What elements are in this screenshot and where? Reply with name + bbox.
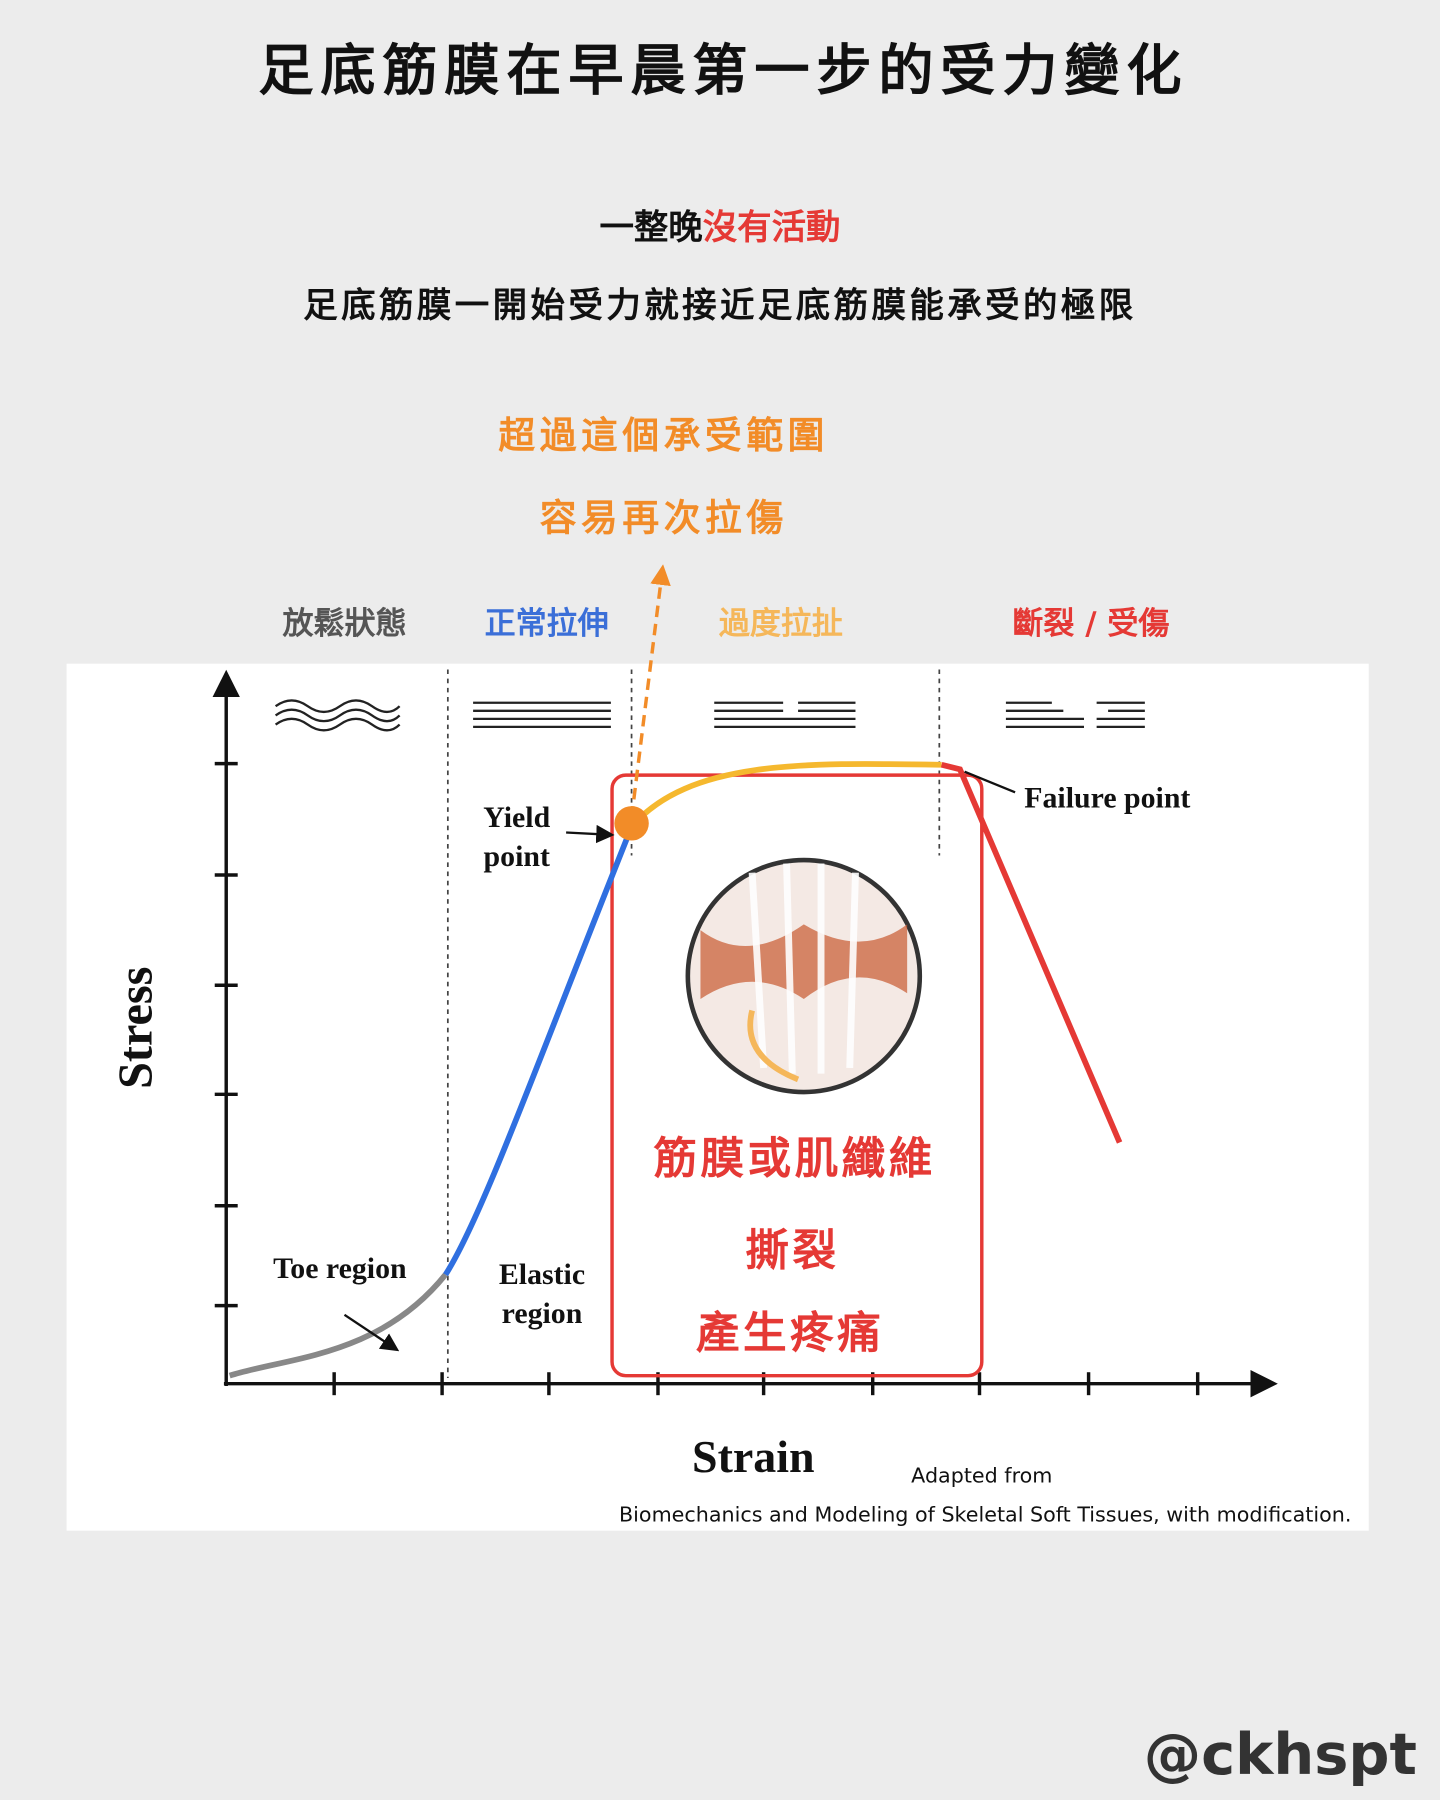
elastic-curve: [443, 825, 635, 1277]
y-axis-title: Stress: [110, 967, 163, 1089]
credit: Biomechanics and Modeling of Skeletal So…: [619, 1502, 1351, 1526]
elastic-label: region: [502, 1297, 583, 1330]
zone-label: 放鬆狀態: [281, 606, 406, 642]
diagram-panel: [66, 663, 1369, 1531]
subtitle-lead: 一整晚: [599, 208, 702, 248]
subtitle-highlight: 沒有活動: [703, 208, 841, 248]
injury-text: 撕裂: [745, 1226, 839, 1276]
failure-label: Failure point: [1024, 781, 1190, 814]
credit: Adapted from: [911, 1463, 1052, 1487]
yield-arrow: [566, 824, 615, 844]
toe-arrow: [343, 1313, 400, 1352]
toe-label: Toe region: [273, 1252, 407, 1285]
note-line: 超過這個承受範圍: [498, 414, 829, 457]
note-line: 容易再次拉傷: [540, 497, 788, 540]
axes: [212, 669, 1278, 1398]
x-axis-title: Strain: [692, 1431, 814, 1482]
injury-box: [610, 773, 984, 1378]
yield-point: [614, 806, 649, 841]
zone-label: 斷裂 / 受傷: [1012, 606, 1169, 642]
title: 足底筋膜在早晨第一步的受力變化: [258, 39, 1188, 103]
zone-label: 過度拉扯: [719, 606, 843, 642]
failure-curve: [940, 761, 1123, 1144]
fiber-icons: [274, 699, 1145, 732]
injury-text: 筋膜或肌纖維: [653, 1135, 935, 1185]
failure-arrow: [964, 770, 1016, 794]
plastic-curve: [629, 761, 942, 829]
yield-label: Yield: [483, 801, 550, 834]
toe-curve: [228, 1272, 448, 1379]
elastic-label: Elastic: [499, 1258, 585, 1291]
zone-label: 正常拉伸: [485, 606, 609, 642]
handle: @ckhspt: [1144, 1721, 1417, 1788]
subtitle-line: 足底筋膜一開始受力就接近足底筋膜能承受的極限: [303, 286, 1136, 326]
injury-text: 產生疼痛: [696, 1309, 884, 1359]
subtitle: 一整晚沒有活動: [599, 208, 840, 248]
torn-fiber-illustration: [685, 857, 923, 1095]
yield-label: point: [484, 840, 550, 873]
note-arrow: [629, 564, 671, 818]
